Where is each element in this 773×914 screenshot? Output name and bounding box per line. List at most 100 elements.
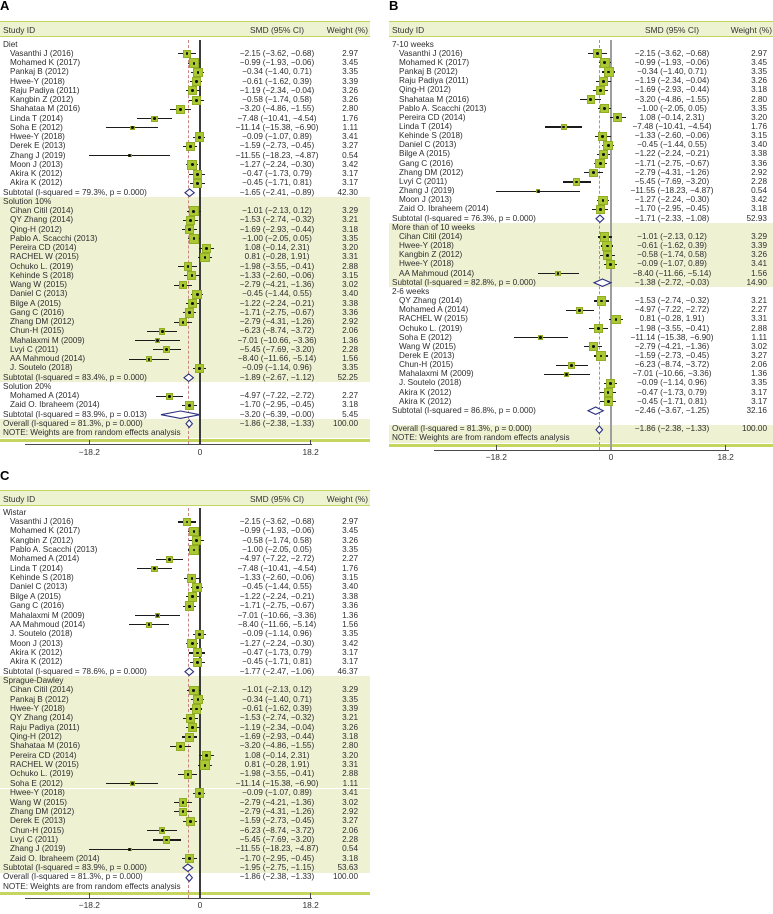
study-row: Pablo A. Scacchi (2013) −1.00 (−2.05, 0.0…: [389, 104, 773, 114]
weight-value: 3.18: [342, 853, 358, 863]
study-row: Vasanthi J (2016) −2.15 (−3.62, −0.68) 2.9…: [389, 49, 773, 59]
study-label: Chun-H (2015): [399, 360, 454, 370]
axis-line: [434, 449, 729, 451]
axis-tick-label: 0: [608, 452, 614, 463]
point-estimate-dot: [188, 735, 192, 739]
weight-value: 3.35: [751, 378, 767, 388]
study-row: Shahataa M (2016) −3.20 (−4.86, −1.55) 2.8…: [389, 95, 773, 104]
axis-tick: [725, 445, 727, 450]
study-label: Derek E (2013): [10, 816, 66, 826]
study-row: Mohamed A (2014) −4.97 (−7.22, −2.72) 2.27: [0, 555, 370, 564]
axis-tick-label: −18.2: [78, 446, 100, 457]
study-label: Hwee-Y (2018): [10, 132, 65, 142]
study-row: Hwee-Y (2018) −0.09 (−1.07, 0.89) 3.41: [0, 788, 370, 798]
study-label: Cihan Citil (2014): [10, 685, 74, 695]
smd-value: −1.71 (−2.75, −0.67): [239, 308, 315, 318]
point-estimate-dot: [599, 299, 603, 303]
point-estimate-dot: [562, 125, 566, 129]
point-estimate-dot: [198, 632, 201, 636]
study-row: Hwee-Y (2018) −0.61 (−1.62, 0.39) 3.39: [0, 704, 370, 714]
axis-tick-label: 18.2: [717, 452, 734, 463]
smd-value: −0.09 (−1.14, 0.96): [242, 363, 312, 373]
point-estimate-dot: [181, 810, 185, 814]
study-label: Moon J (2013): [10, 638, 63, 648]
point-estimate-dot: [155, 614, 159, 617]
study-row: Wang W (2015) −2.79 (−4.21, −1.36) 3.02: [0, 798, 370, 808]
smd-value: −5.45 (−7.69, −3.20): [634, 177, 710, 187]
point-estimate-dot: [188, 819, 192, 823]
study-row: J. Soutelo (2018) −0.09 (−1.14, 0.96) 3.35: [389, 378, 773, 389]
point-estimate-dot: [181, 283, 185, 287]
pooled-label: Subtotal (I-squared = 82.8%, p = 0.000): [392, 277, 536, 287]
weight-value: 3.45: [342, 526, 358, 536]
weight-value: 3.20: [342, 750, 358, 760]
smd-value: −1.65 (−2.41, −0.89): [239, 187, 315, 197]
smd-value: −1.01 (−2.13, 0.12): [242, 206, 312, 216]
study-label: Shahataa M (2016): [10, 741, 81, 751]
study-label: Moon J (2013): [10, 160, 63, 170]
point-estimate-dot: [130, 126, 134, 130]
study-label: AA Mahmoud (2014): [399, 268, 475, 278]
study-label: Mohamed A (2014): [399, 305, 469, 315]
point-estimate-dot: [609, 382, 612, 385]
point-estimate-dot: [195, 172, 199, 176]
study-row: Kehinde S (2018) −1.33 (−2.60, −0.06) 3.15: [0, 271, 370, 281]
weight-value: 3.27: [751, 351, 767, 361]
smd-value: −1.70 (−2.95, −0.45): [239, 853, 315, 863]
study-label: Soha E (2012): [10, 778, 63, 788]
weight-value: 3.35: [342, 363, 358, 373]
study-row: Akira K (2012) −0.47 (−1.73, 0.79) 3.17: [389, 387, 773, 398]
study-row: Gang C (2016) −1.71 (−2.75, −0.67) 3.36: [0, 308, 370, 318]
study-row: Linda T (2014) −7.48 (−10.41, −4.54) 1.76: [0, 114, 370, 123]
section-label: Sprague-Dawley: [3, 676, 64, 686]
point-estimate-dot: [153, 567, 156, 571]
smd-value: −1.22 (−2.24, −0.21): [239, 298, 315, 308]
smd-value: −1.86 (−2.38, −1.33): [239, 872, 315, 882]
point-estimate-dot: [186, 773, 190, 776]
study-label: Mohamed A (2014): [10, 554, 80, 564]
pooled-label: Overall (I-squared = 81.3%, p = 0.000): [392, 424, 532, 434]
smd-value: −7.48 (−10.41, −4.54): [237, 563, 317, 573]
pooled-label: Overall (I-squared = 81.3%, p = 0.000): [3, 872, 143, 882]
smd-value: −7.48 (−10.41, −4.54): [237, 113, 317, 123]
point-estimate-dot: [195, 181, 199, 185]
column-header-weight: Weight (%): [326, 494, 368, 504]
study-row: Soha E (2012) −11.14 (−15.38, −6.90) 1.11: [0, 778, 370, 789]
study-row: Kehinde S (2018) −1.33 (−2.60, −0.06) 3.15: [0, 573, 370, 583]
weight-value: 1.76: [751, 122, 767, 132]
weight-value: 3.02: [342, 280, 358, 290]
smd-value: −3.20 (−4.86, −1.55): [239, 741, 315, 751]
weight-value: 3.40: [342, 582, 358, 592]
smd-value: −0.47 (−1.73, 0.79): [637, 387, 707, 397]
weight-value: 3.39: [342, 76, 358, 86]
study-row: QY Zhang (2014) −1.53 (−2.74, −0.32) 3.21: [0, 216, 370, 225]
point-estimate-dot: [616, 116, 620, 120]
weight-value: 3.38: [342, 591, 358, 601]
point-estimate-dot: [601, 153, 605, 156]
pooled-label: Subtotal (I-squared = 83.4%, p = 0.000): [3, 372, 147, 382]
axis-tick-label: 0: [197, 446, 203, 457]
point-estimate-dot: [609, 263, 612, 266]
section-label: Diet: [3, 39, 18, 49]
study-label: Cihan Citil (2014): [399, 232, 463, 242]
axis-tick: [495, 445, 497, 450]
note-text: NOTE: Weights are from random effects an…: [3, 428, 181, 438]
point-estimate-dot: [592, 171, 595, 175]
point-estimate-dot: [188, 604, 191, 608]
pooled-diamond: [161, 410, 201, 419]
smd-value: −2.15 (−3.62, −0.68): [239, 517, 315, 527]
column-header-smd: SMD (95% CI): [250, 25, 304, 35]
overall-row: Overall (I-squared = 81.3%, p = 0.000) −1…: [0, 419, 370, 429]
weight-value: 42.30: [337, 187, 359, 197]
study-label: Daniel C (2013): [10, 582, 68, 592]
smd-value: −6.23 (−8.74, −3.72): [239, 326, 315, 336]
weight-value: 100.00: [332, 419, 358, 429]
study-label: Soha E (2012): [10, 123, 63, 133]
smd-value: −0.61 (−1.62, 0.39): [242, 76, 312, 86]
study-row: Vasanthi J (2016) −2.15 (−3.62, −0.68) 2.9…: [0, 517, 370, 527]
smd-value: −0.45 (−1.71, 0.81): [242, 657, 312, 667]
point-estimate-dot: [598, 88, 602, 92]
pooled-diamond: [184, 419, 193, 429]
point-estimate-dot: [155, 339, 159, 343]
study-row: QY Zhang (2014) −1.53 (−2.74, −0.32) 3.21: [389, 296, 773, 306]
